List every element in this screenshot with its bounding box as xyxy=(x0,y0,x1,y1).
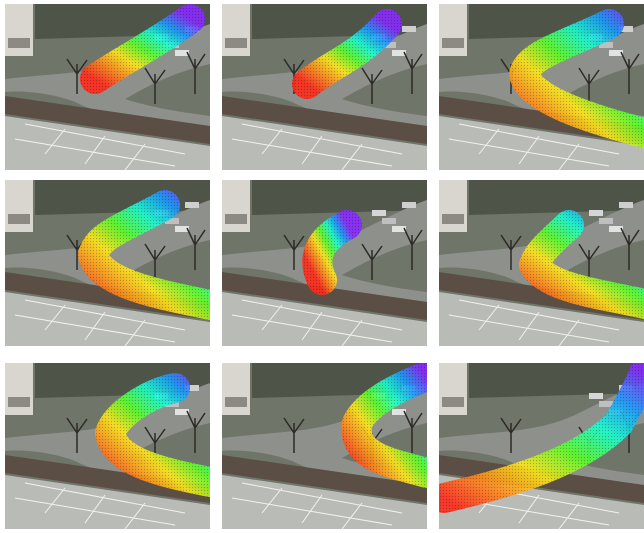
parking-lines xyxy=(448,299,620,346)
parking-lines xyxy=(231,123,403,170)
scene-panel-2 xyxy=(222,4,427,170)
bare-trees xyxy=(66,410,206,463)
parking-lines xyxy=(14,482,186,529)
scene-image xyxy=(222,180,427,346)
scene-panel-8 xyxy=(222,363,427,529)
hedge xyxy=(222,96,427,144)
scene-panel-3 xyxy=(439,4,644,170)
scene-panel-7 xyxy=(5,363,210,529)
parking-lines xyxy=(448,123,620,170)
building xyxy=(222,180,250,232)
scene-panel-5 xyxy=(222,180,427,346)
tree-line xyxy=(469,363,644,398)
hedge xyxy=(5,455,210,503)
parking-lines xyxy=(231,482,403,529)
building-window xyxy=(225,397,247,407)
parked-cars xyxy=(589,202,633,232)
building xyxy=(5,180,33,232)
parking-lines xyxy=(14,299,186,346)
scene-panel-4 xyxy=(5,180,210,346)
rainbow-dot-texture xyxy=(439,363,644,513)
rainbow-dot-texture xyxy=(80,4,205,94)
road xyxy=(439,383,644,489)
scene-image xyxy=(5,363,210,529)
scene-image xyxy=(439,363,644,529)
scene-image xyxy=(439,4,644,170)
building xyxy=(222,4,250,56)
rainbow-dot-texture xyxy=(341,363,427,488)
scene-panel-6 xyxy=(439,180,644,346)
building-window xyxy=(8,38,30,48)
parking-lines xyxy=(14,123,186,170)
rainbow-dot-texture xyxy=(78,190,210,320)
building-window xyxy=(8,397,30,407)
building xyxy=(439,180,467,232)
building xyxy=(439,363,467,415)
bare-trees xyxy=(66,51,206,104)
hedge xyxy=(222,455,427,503)
building-window xyxy=(442,38,464,48)
scene-image xyxy=(222,4,427,170)
building-window xyxy=(442,397,464,407)
tree-line xyxy=(35,180,210,215)
scene-image xyxy=(5,180,210,346)
scene-panel-9 xyxy=(439,363,644,529)
rainbow-dot-texture xyxy=(509,9,644,149)
bare-trees xyxy=(500,227,640,280)
scene-panel-1 xyxy=(5,4,210,170)
building-window xyxy=(8,214,30,224)
rainbow-dot-texture xyxy=(292,9,402,99)
rainbow-dot-texture xyxy=(302,210,362,295)
scene-image xyxy=(222,363,427,529)
building-window xyxy=(225,38,247,48)
hedge xyxy=(222,272,427,320)
rainbow-dot-texture xyxy=(519,210,644,320)
tree-line xyxy=(469,180,644,215)
building xyxy=(222,363,250,415)
building-window xyxy=(442,214,464,224)
building xyxy=(439,4,467,56)
hedge xyxy=(5,96,210,144)
tree-line xyxy=(252,180,427,215)
building xyxy=(5,363,33,415)
scene-image xyxy=(439,180,644,346)
building xyxy=(5,4,33,56)
bare-trees xyxy=(283,227,423,280)
rainbow-dot-texture xyxy=(95,373,210,498)
parking-lines xyxy=(231,299,403,346)
building-window xyxy=(225,214,247,224)
parked-cars xyxy=(372,202,416,232)
scene-image xyxy=(5,4,210,170)
